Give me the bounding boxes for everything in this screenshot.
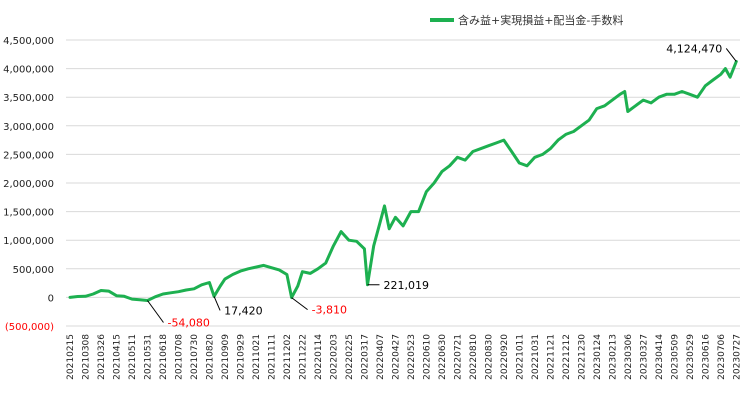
x-tick-label: 20210531 [143,334,153,380]
x-tick-label: 20230706 [717,334,727,380]
x-tick-label: 20221230 [577,334,587,380]
x-tick-label: 20221011 [515,334,525,380]
y-tick-label: 500,000 [13,265,54,276]
y-tick-label: 1,500,000 [3,208,54,219]
x-tick-label: 20211111 [267,334,277,380]
x-tick-label: 20230616 [701,334,711,380]
annotation-leader [725,48,737,62]
y-tick-label: (500,000) [5,322,54,333]
x-tick-label: 20220203 [329,334,339,380]
legend: 含み益+実現損益+配当金-手数料 [430,13,623,27]
x-tick-label: 20220721 [453,334,463,380]
gridlines [66,39,740,327]
x-tick-label: 20210820 [205,334,215,380]
x-tick-label: 20220317 [360,334,370,380]
x-tick-label: 20230327 [639,334,649,380]
x-tick-label: 20220523 [407,334,417,380]
y-tick-label: 0 [48,293,54,304]
y-tick-label: 1,000,000 [3,236,54,247]
y-axis-ticks: 4,500,000 4,000,000 3,500,000 3,000,000 2,50… [3,36,54,333]
x-tick-label: 20210909 [221,334,231,380]
x-tick-label: 20211021 [252,334,262,380]
y-tick-label: 2,000,000 [3,179,54,190]
annotation-leader [291,297,308,311]
legend-label: 含み益+実現損益+配当金-手数料 [458,13,623,27]
x-tick-label: 20220407 [376,334,386,380]
x-tick-label: 20221031 [531,334,541,380]
x-tick-label: 20220810 [469,334,479,380]
annotation-leader [147,300,164,323]
y-tick-label: 3,500,000 [3,93,54,104]
annotation-label: 4,124,470 [666,42,722,55]
x-tick-label: 20220610 [422,334,432,380]
x-tick-label: 20210415 [112,334,122,380]
x-tick-label: 20210215 [66,334,76,380]
x-tick-label: 20220830 [484,334,494,380]
annotation-label: -54,080 [167,316,209,329]
x-tick-label: 20230727 [732,334,742,380]
series-layer [68,60,738,302]
x-tick-label: 20230414 [655,334,665,380]
x-tick-label: 20230306 [624,334,634,380]
annotation-leader [213,296,221,311]
x-tick-label: 20230509 [670,334,680,380]
x-tick-label: 20210730 [190,334,200,380]
x-tick-label: 20210929 [236,334,246,380]
x-tick-label: 20211222 [298,334,308,380]
annotation-label: 221,019 [383,279,429,292]
x-tick-label: 20221212 [562,334,572,380]
x-tick-label: 20220225 [345,334,355,380]
x-tick-label: 20211202 [283,334,293,380]
series-line [68,60,738,302]
x-tick-label: 20210708 [174,334,184,380]
x-tick-label: 20230124 [593,334,603,380]
x-tick-label: 20210511 [128,334,138,380]
annotation-label: 17,420 [224,304,263,317]
x-tick-label: 20210308 [81,334,91,380]
y-tick-label: 4,500,000 [3,36,54,47]
x-tick-label: 20210618 [159,334,169,380]
y-tick-label: 3,000,000 [3,122,54,133]
x-axis-ticks: 20210215 20210308 20210326 20210415 20210511… [66,334,742,380]
y-tick-label: 4,000,000 [3,65,54,76]
x-tick-label: 20230213 [608,334,618,380]
y-tick-label: 2,500,000 [3,150,54,161]
x-tick-label: 20210326 [97,334,107,380]
annotations: -54,080 17,420 -3,810 221,019 4,124,470 [147,42,737,329]
x-tick-label: 20220920 [500,334,510,380]
x-tick-label: 20220427 [391,334,401,380]
x-tick-label: 20220114 [314,334,324,380]
x-tick-label: 20230529 [686,334,696,380]
x-tick-label: 20220630 [438,334,448,380]
x-tick-label: 20221121 [546,334,556,380]
annotation-label: -3,810 [312,304,347,317]
